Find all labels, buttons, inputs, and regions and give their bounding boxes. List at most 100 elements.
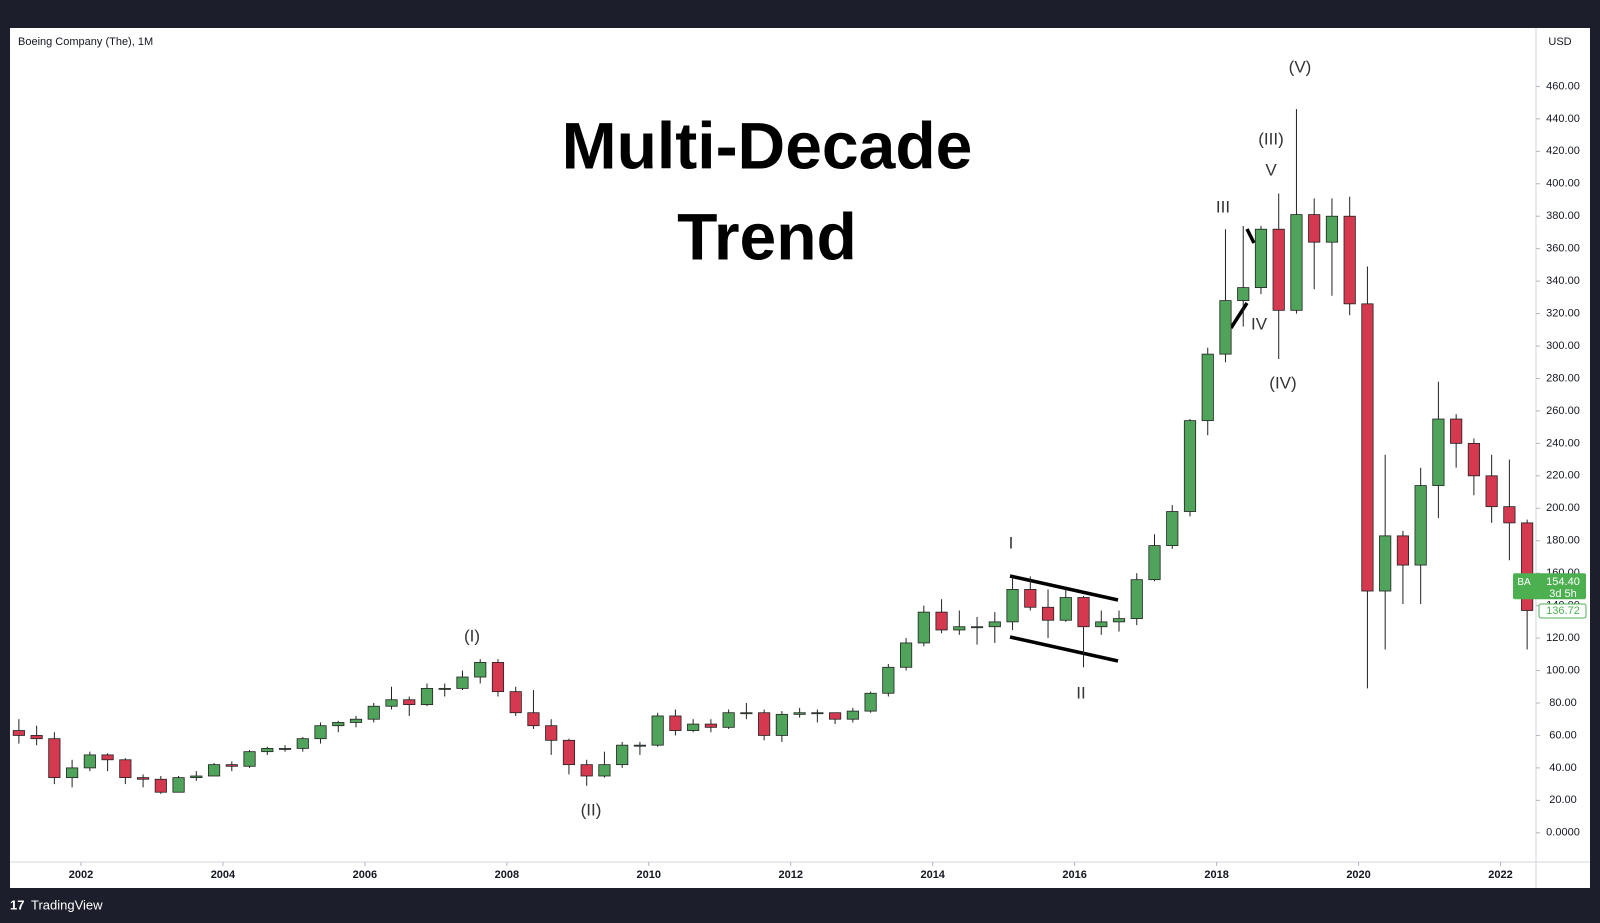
candle-body — [900, 642, 913, 668]
candle-body — [1130, 579, 1143, 620]
close-price-label: 136.72 — [1546, 605, 1580, 617]
candle-body — [687, 723, 700, 731]
wave-label: (III) — [1258, 129, 1284, 148]
y-tick-label: 400.00 — [1546, 178, 1580, 190]
y-tick-label: 300.00 — [1546, 340, 1580, 352]
candle-body — [758, 712, 771, 736]
candle-body — [243, 751, 256, 767]
y-tick-label: 200.00 — [1546, 502, 1580, 514]
candle-body — [527, 712, 540, 727]
y-tick-label: 460.00 — [1546, 80, 1580, 92]
wave-label: (I) — [464, 626, 480, 645]
x-tick-label: 2002 — [69, 869, 93, 881]
y-tick-label: 60.00 — [1549, 729, 1577, 741]
candle-body — [1414, 485, 1427, 566]
candle-body — [917, 611, 930, 644]
candle-body — [1148, 545, 1161, 581]
candle-body — [119, 759, 132, 779]
y-tick-label: 360.00 — [1546, 243, 1580, 255]
candle-body — [1183, 420, 1197, 512]
candle-body — [403, 699, 416, 706]
candle-body — [864, 692, 877, 712]
candle-body — [456, 676, 469, 689]
candle-body — [491, 662, 505, 693]
candle-body — [598, 764, 611, 777]
candle-body — [83, 754, 96, 769]
candle-body — [935, 611, 948, 631]
candle-body — [172, 777, 185, 793]
candle-body — [1379, 535, 1392, 592]
y-tick-label: 440.00 — [1546, 113, 1580, 125]
currency-label: USD — [1548, 36, 1571, 48]
brand: TradingView — [31, 897, 103, 912]
candle-body — [1432, 418, 1445, 486]
candle-body — [722, 712, 735, 728]
candle-body — [1166, 511, 1179, 546]
candle-body — [1308, 214, 1321, 243]
candle-body — [1077, 597, 1090, 628]
wave-label: III — [1216, 197, 1230, 216]
x-tick-label: 2008 — [495, 869, 519, 881]
candle-body — [438, 687, 451, 690]
x-tick-label: 2014 — [920, 869, 945, 881]
candle-body — [970, 626, 984, 629]
candle-body — [509, 691, 522, 714]
footer: 17 TradingView — [10, 897, 103, 912]
wave-line — [1229, 302, 1249, 329]
candle-body — [1325, 215, 1339, 243]
candle-body — [278, 748, 292, 750]
close-price-tag — [1538, 603, 1587, 619]
candle-body — [633, 744, 646, 747]
candle-body — [704, 723, 717, 728]
candle-body — [101, 754, 114, 761]
candle-body — [580, 764, 593, 777]
candle-body — [48, 738, 61, 779]
last-price-label: 154.40 — [1546, 576, 1580, 588]
wave-line — [1245, 228, 1256, 244]
candle-body — [66, 767, 79, 779]
candle-body — [190, 775, 203, 779]
candle-body — [296, 738, 309, 749]
channel-line — [1009, 635, 1119, 663]
y-tick-label: 260.00 — [1546, 405, 1580, 417]
candle-body — [811, 712, 824, 715]
y-tick-label: 100.00 — [1546, 664, 1580, 676]
candle-body — [1396, 535, 1409, 566]
wave-label: V — [1265, 160, 1277, 179]
candle-body — [349, 718, 363, 723]
y-tick-label: 320.00 — [1546, 307, 1580, 319]
y-tick-label: 80.00 — [1549, 697, 1577, 709]
candles — [12, 109, 1534, 794]
candle-body — [740, 712, 753, 715]
candle-body — [953, 626, 966, 631]
y-tick-label: 240.00 — [1546, 437, 1580, 449]
y-tick-label: 20.00 — [1549, 794, 1577, 806]
candle-body — [1521, 522, 1534, 611]
y-tick-label: 120.00 — [1546, 632, 1580, 644]
candle-body — [30, 735, 43, 740]
chart-title: Boeing Company (The), 1M — [18, 36, 153, 48]
candle-body — [1343, 215, 1356, 305]
wave-label: (IV) — [1269, 373, 1296, 392]
candle-body — [1237, 287, 1250, 301]
x-tick-label: 2010 — [637, 869, 661, 881]
candle-body — [829, 712, 842, 720]
candle-body — [1024, 589, 1037, 608]
logo: 17 — [10, 897, 24, 912]
countdown-label: 3d 5h — [1549, 588, 1577, 600]
y-tick-label: 280.00 — [1546, 372, 1580, 384]
candle-body — [314, 725, 327, 740]
candle-body — [420, 687, 434, 706]
candle-body — [1112, 618, 1126, 623]
candle-body — [562, 739, 576, 766]
candle-body — [1485, 475, 1498, 508]
drawings — [1009, 228, 1256, 663]
x-tick-label: 2016 — [1062, 869, 1086, 881]
candle-body — [1467, 442, 1480, 477]
candle-body — [775, 713, 788, 736]
candle-body — [846, 710, 859, 720]
last-price-tag — [1513, 573, 1586, 600]
candle-body — [1219, 300, 1232, 355]
candle-body — [1272, 228, 1285, 311]
y-tick-label: 380.00 — [1546, 210, 1580, 222]
